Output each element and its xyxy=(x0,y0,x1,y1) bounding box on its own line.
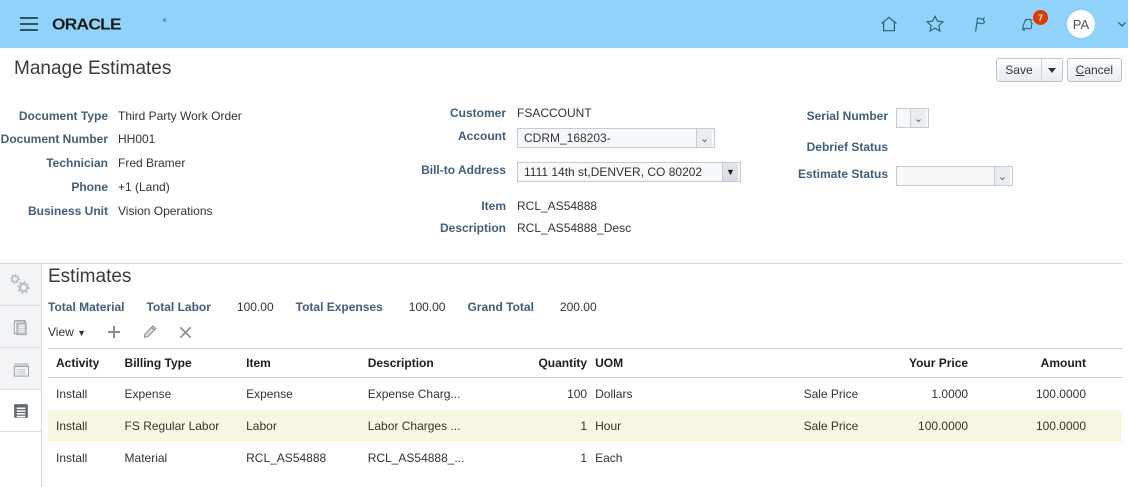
svg-text:ORACLE: ORACLE xyxy=(52,16,121,33)
svg-text:®: ® xyxy=(163,17,167,24)
